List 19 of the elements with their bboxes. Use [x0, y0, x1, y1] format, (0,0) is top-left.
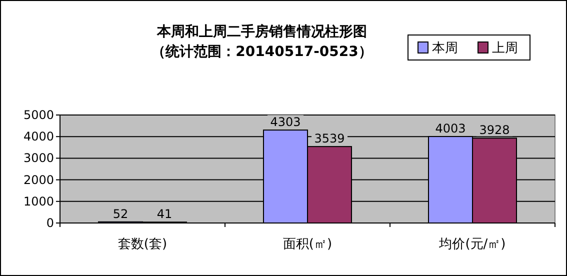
x-tick-label: 面积(㎡) [282, 237, 332, 252]
data-label: 3928 [479, 123, 510, 138]
data-label: 3539 [314, 132, 345, 146]
chart-title: 本周和上周二手房销售情况柱形图 [156, 23, 367, 40]
data-label: 41 [156, 207, 172, 222]
y-tick-label: 1000 [23, 194, 54, 208]
y-tick-label: 0 [46, 216, 54, 230]
data-label: 52 [112, 206, 128, 221]
y-tick-label: 5000 [23, 108, 54, 122]
data-label: 4003 [435, 122, 466, 136]
legend-label: 本周 [432, 41, 458, 56]
y-tick-label: 4000 [23, 130, 54, 144]
data-label: 4303 [270, 115, 301, 130]
x-tick-label: 套数(套) [118, 237, 168, 252]
legend-label: 上周 [492, 41, 518, 56]
y-tick-label: 3000 [23, 151, 54, 166]
x-tick-label: 均价(元/㎡) [438, 237, 506, 252]
chart-subtitle: （统计范围：20140517-0523） [152, 43, 372, 60]
y-tick-label: 2000 [23, 172, 54, 187]
